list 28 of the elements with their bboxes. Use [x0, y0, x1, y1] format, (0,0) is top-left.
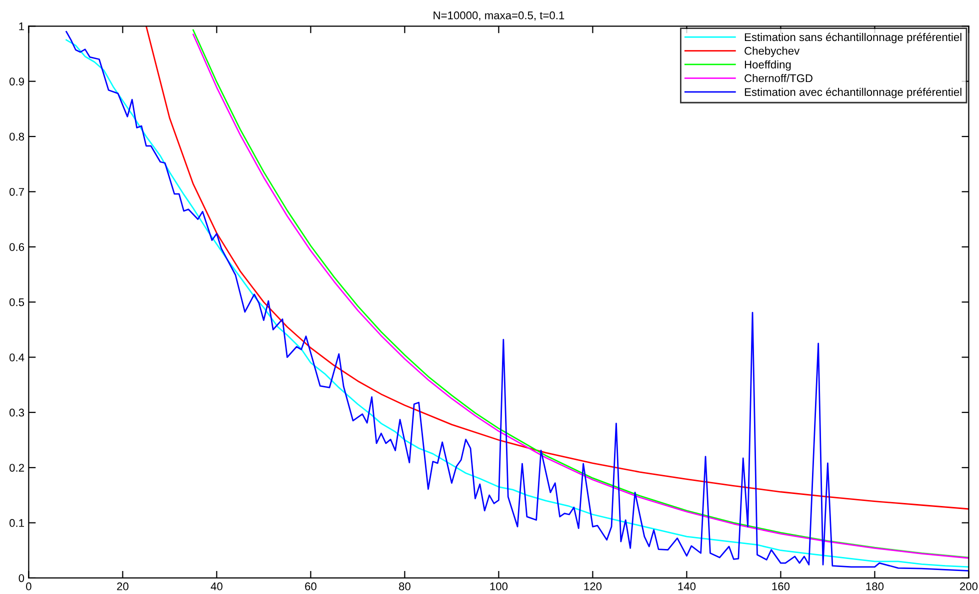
x-tick-label: 20 [117, 582, 128, 590]
y-tick-label: 0 [18, 574, 24, 582]
legend-label: Estimation avec échantillonnage préférentiel [744, 88, 962, 98]
y-tick-label: 0.6 [10, 243, 24, 251]
x-tick-label: 40 [210, 582, 222, 590]
x-tick-label: 60 [305, 582, 316, 590]
legend-label: Chebychev [744, 46, 800, 57]
x-tick-label: 140 [678, 582, 696, 590]
y-tick-label: 0.4 [10, 354, 24, 362]
x-tick-label: 200 [960, 582, 978, 590]
y-tick-label: 0.7 [10, 188, 24, 196]
x-tick-label: 180 [866, 582, 884, 590]
legend-label: Hoeffding [744, 60, 791, 71]
y-tick-label: 0.9 [10, 78, 24, 86]
x-tick-label: 0 [26, 582, 32, 590]
y-tick-label: 0.2 [10, 464, 24, 472]
y-tick-label: 1 [19, 22, 24, 30]
x-tick-label: 160 [772, 582, 790, 590]
y-tick-label: 0.3 [10, 408, 24, 417]
x-tick-label: 100 [490, 582, 508, 590]
x-tick-label: 80 [399, 582, 410, 590]
legend-label: Estimation sans échantillonnage préférentiel [744, 32, 962, 44]
y-tick-label: 0.1 [10, 519, 24, 527]
y-tick-label: 0.8 [10, 132, 24, 141]
x-tick-label: 120 [584, 582, 602, 590]
chart-title: N=10000, maxa=0.5, t=0.1 [434, 11, 564, 21]
y-tick-label: 0.5 [10, 298, 24, 306]
legend-label: Chernoff/TGD [744, 74, 812, 82]
